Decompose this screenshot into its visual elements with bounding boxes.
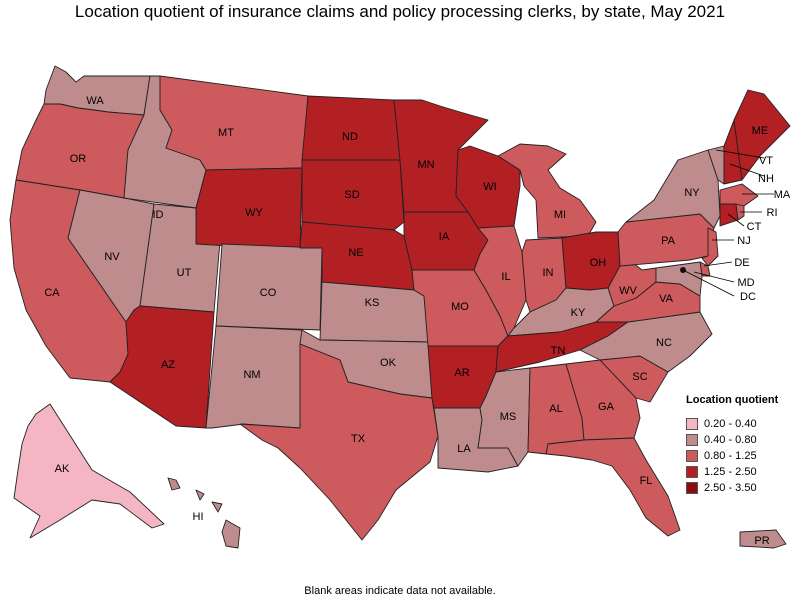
state-label-ma: MA (774, 189, 791, 201)
legend-swatch (686, 482, 698, 494)
legend-item: 2.50 - 3.50 (686, 480, 778, 496)
state-label-ok: OK (380, 357, 397, 369)
state-az[interactable] (109, 305, 215, 429)
state-pr[interactable] (739, 529, 787, 549)
state-label-nm: NM (243, 369, 260, 381)
legend-title: Location quotient (686, 394, 779, 406)
state-label-wy: WY (245, 207, 263, 219)
state-label-pr: PR (754, 535, 769, 547)
state-label-tn: TN (551, 345, 566, 357)
state-label-ga: GA (598, 401, 615, 413)
state-label-ri: RI (767, 207, 778, 219)
state-label-nd: ND (342, 131, 358, 143)
state-nc[interactable] (579, 311, 713, 373)
state-label-nv: NV (104, 251, 120, 263)
state-fl[interactable] (545, 437, 681, 537)
state-tx[interactable] (239, 343, 439, 541)
state-label-in: IN (543, 267, 554, 279)
state-label-il: IL (501, 271, 510, 283)
state-label-dc: DC (740, 291, 756, 303)
state-label-la: LA (457, 443, 471, 455)
legend-label: 1.25 - 2.50 (704, 466, 757, 478)
state-ma[interactable] (719, 183, 759, 207)
state-label-vt: VT (759, 155, 773, 167)
state-wi[interactable] (455, 145, 521, 229)
state-label-ak: AK (55, 463, 70, 475)
map-title: Location quotient of insurance claims an… (74, 2, 726, 21)
state-label-sd: SD (344, 189, 359, 201)
state-label-mn: MN (417, 159, 434, 171)
legend-label: 0.80 - 1.25 (704, 450, 757, 462)
state-label-ia: IA (439, 231, 450, 243)
state-label-wv: WV (619, 285, 637, 297)
state-label-ne: NE (348, 247, 363, 259)
state-label-ca: CA (44, 287, 60, 299)
state-label-ks: KS (365, 297, 380, 309)
map-legend: Location quotient 0.20 - 0.40 0.40 - 0.80… (686, 394, 778, 496)
state-label-va: VA (659, 293, 674, 305)
state-label-id: ID (153, 209, 164, 221)
state-label-al: AL (549, 403, 562, 415)
state-label-md: MD (737, 277, 754, 289)
state-label-nj: NJ (737, 235, 750, 247)
state-label-ny: NY (684, 187, 700, 199)
state-label-fl: FL (640, 475, 653, 487)
legend-item: 0.20 - 0.40 (686, 416, 778, 432)
legend-swatch (686, 450, 698, 462)
state-me[interactable] (733, 89, 791, 181)
state-label-de: DE (734, 257, 749, 269)
legend-label: 2.50 - 3.50 (704, 482, 757, 494)
state-label-mo: MO (451, 301, 469, 313)
legend-label: 0.40 - 0.80 (704, 434, 757, 446)
legend-label: 0.20 - 0.40 (704, 418, 757, 430)
state-mi[interactable] (497, 143, 597, 239)
state-ny[interactable] (625, 149, 721, 229)
state-label-tx: TX (351, 433, 366, 445)
legend-item: 0.80 - 1.25 (686, 448, 778, 464)
state-label-ms: MS (500, 411, 517, 423)
legend-swatch (686, 434, 698, 446)
state-label-nh: NH (758, 173, 774, 185)
state-label-wi: WI (483, 181, 496, 193)
state-label-ky: KY (571, 307, 586, 319)
state-md[interactable] (655, 261, 703, 297)
state-label-mt: MT (218, 127, 234, 139)
state-label-ar: AR (454, 367, 469, 379)
label-leader-lines (682, 149, 774, 297)
state-ks[interactable] (319, 281, 429, 343)
legend-item: 1.25 - 2.50 (686, 464, 778, 480)
state-label-nc: NC (656, 337, 672, 349)
state-label-sc: SC (632, 371, 647, 383)
footnote: Blank areas indicate data not available. (304, 585, 496, 597)
state-label-mi: MI (554, 209, 566, 221)
state-label-co: CO (260, 287, 277, 299)
state-hi[interactable] (167, 477, 241, 549)
legend-item: 0.40 - 0.80 (686, 432, 778, 448)
state-sd[interactable] (301, 159, 405, 231)
state-label-me: ME (752, 125, 769, 137)
legend-swatch (686, 418, 698, 430)
legend-swatch (686, 466, 698, 478)
state-label-ct: CT (747, 221, 762, 233)
state-ak[interactable] (13, 403, 165, 539)
state-label-wa: WA (86, 95, 104, 107)
state-label-hi: HI (193, 511, 204, 523)
state-nd[interactable] (301, 95, 401, 161)
state-label-ut: UT (177, 267, 192, 279)
state-label-pa: PA (661, 235, 676, 247)
state-il[interactable] (473, 225, 527, 337)
state-label-or: OR (70, 153, 87, 165)
state-label-oh: OH (590, 257, 607, 269)
state-label-az: AZ (161, 359, 175, 371)
